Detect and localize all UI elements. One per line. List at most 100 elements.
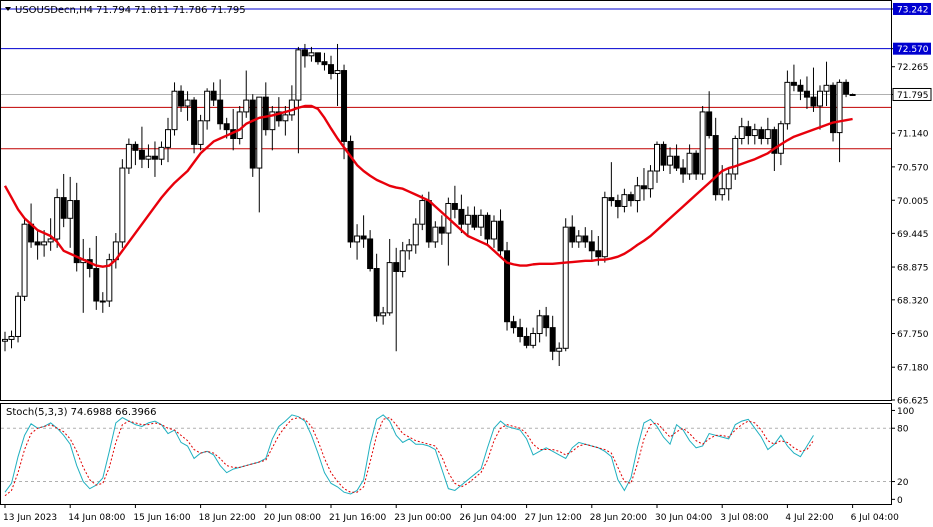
candle-body	[562, 226, 569, 349]
candle-body	[719, 188, 726, 196]
candle-body	[178, 90, 185, 107]
price-tick-label: 70.570	[897, 163, 929, 173]
candle-body	[419, 200, 426, 225]
candle-body	[60, 197, 67, 219]
candle-body	[464, 214, 471, 225]
stoch-tick-label: 100	[897, 407, 914, 417]
price-tick-label: 68.320	[897, 296, 929, 306]
price-label: 71.795	[897, 91, 929, 101]
candle-body	[373, 268, 380, 317]
candle-body	[575, 235, 582, 243]
candle-body	[73, 200, 80, 264]
price-tick-label: 69.445	[897, 230, 929, 240]
candle-body	[354, 235, 361, 243]
candle-body	[660, 143, 667, 166]
price-label-box	[892, 87, 932, 101]
price-label: 72.570	[897, 45, 929, 55]
candle-body	[477, 214, 484, 228]
candle-body	[256, 96, 263, 169]
candle-body	[158, 146, 165, 160]
candle-body	[197, 120, 204, 145]
candle-body	[582, 235, 589, 243]
price-tick-label: 68.875	[897, 264, 929, 274]
candle-body	[119, 167, 126, 243]
candle-body	[34, 241, 41, 246]
candle-body	[817, 90, 823, 107]
candle-body	[732, 138, 739, 175]
candle-body	[777, 123, 784, 154]
candle-body	[640, 185, 647, 190]
candle-body	[204, 90, 211, 122]
candle-body	[491, 220, 497, 240]
candle-body	[386, 262, 393, 314]
candle-body	[810, 96, 817, 107]
candle-body	[41, 241, 48, 246]
candle-body	[360, 235, 367, 240]
candle-body	[686, 152, 693, 175]
candle-body	[784, 81, 791, 125]
candle-body	[262, 96, 269, 131]
candle-body	[517, 327, 524, 337]
candle-body	[380, 312, 387, 317]
candle-body	[712, 135, 719, 196]
stoch-axis: 0 20 80 100	[891, 407, 914, 506]
price-label-box	[893, 42, 931, 55]
candle-body	[738, 126, 745, 140]
candle-body	[706, 111, 713, 137]
candle-body	[171, 90, 178, 131]
price-axis: 66.625 67.180 67.750 68.320 68.875 69.445 70.0…	[891, 2, 932, 407]
candle-body	[67, 200, 74, 219]
candle-body	[621, 194, 628, 207]
candle-body	[764, 129, 771, 140]
candle-body	[849, 93, 856, 96]
candle-body	[588, 241, 595, 252]
candle-body	[412, 223, 419, 246]
candle-body	[471, 214, 478, 228]
candle-body	[21, 223, 28, 297]
time-tick-label: 23 Jun 00:00	[394, 513, 451, 523]
time-tick-label: 20 Jun 08:00	[264, 513, 321, 523]
time-tick-label: 26 Jun 04:00	[459, 513, 516, 523]
candle-body	[210, 90, 217, 101]
candle-body	[223, 123, 230, 131]
candle-body	[745, 126, 752, 137]
candle-body	[328, 64, 334, 75]
candle-body	[647, 170, 654, 190]
stoch-tick-label: 80	[897, 425, 909, 435]
ma-line	[3, 104, 853, 268]
candle-body	[145, 155, 152, 160]
dropdown-triangle-icon[interactable]	[5, 7, 11, 11]
candle-body	[399, 250, 406, 272]
candle-body	[184, 99, 191, 107]
candle-body	[836, 81, 843, 134]
candle-body	[797, 84, 804, 92]
price-label-box	[893, 2, 931, 15]
candle-body	[484, 214, 491, 240]
candle-body	[549, 327, 556, 352]
candle-body	[510, 321, 517, 329]
candle-body	[393, 262, 400, 272]
candle-body	[569, 226, 576, 243]
candle-body	[288, 99, 295, 116]
price-tick-label: 67.180	[897, 364, 929, 374]
stoch-tick-label: 20	[897, 478, 909, 488]
stoch-lines	[1, 414, 891, 497]
candle-body	[667, 155, 674, 166]
candle-body	[151, 155, 158, 160]
candle-body	[830, 84, 837, 134]
candle-body	[367, 238, 374, 270]
candle-body	[15, 295, 22, 337]
candle-body	[699, 111, 706, 175]
time-tick-label: 4 Jul 22:00	[785, 513, 834, 523]
moving-average	[3, 104, 853, 268]
candle-body	[132, 143, 139, 151]
stoch-panel	[0, 403, 892, 505]
price-tick-label: 66.625	[897, 397, 929, 407]
candle-body	[627, 194, 634, 202]
candle-body	[601, 197, 608, 258]
candle-body	[432, 226, 439, 243]
candle-body	[425, 200, 432, 243]
candle-body	[758, 129, 765, 140]
stoch-header: Stoch(5,3,3) 74.6988 66.3966	[6, 407, 157, 418]
